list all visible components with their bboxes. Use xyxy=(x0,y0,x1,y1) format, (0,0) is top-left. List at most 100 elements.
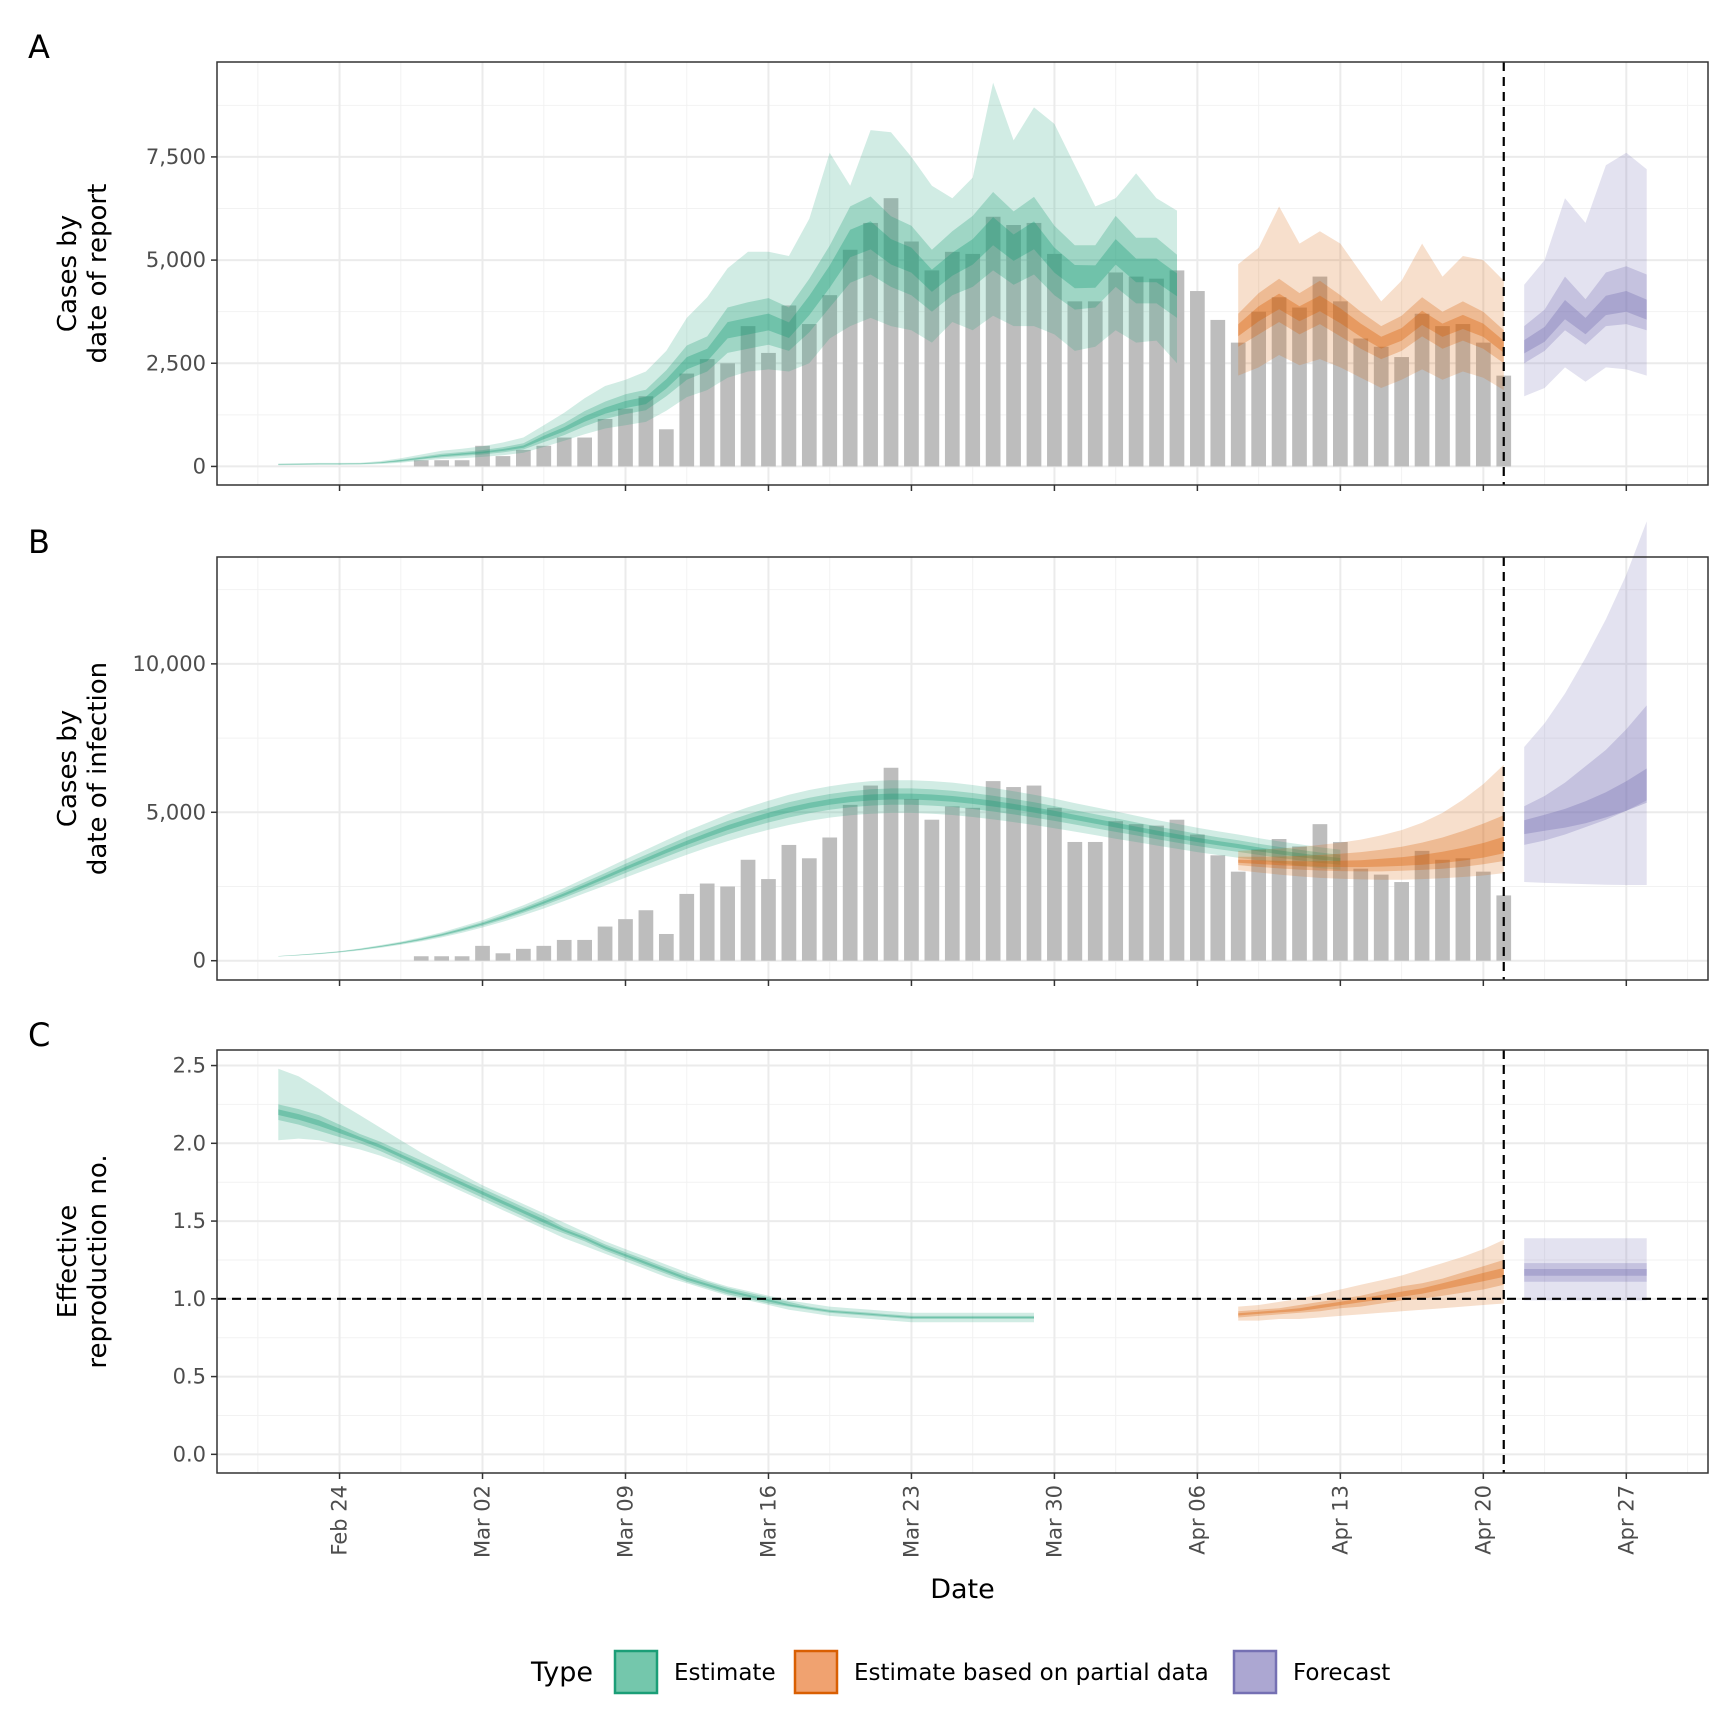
panel-a-bar xyxy=(1169,270,1185,467)
panel-b-bar xyxy=(1210,855,1226,961)
panel-b-bar xyxy=(924,819,940,961)
panel-a-bar xyxy=(1087,301,1103,467)
panel-b-bar xyxy=(1190,834,1205,961)
panel-b-bar xyxy=(781,844,797,961)
panel-c-partial-ribbon-50 xyxy=(1238,1259,1504,1318)
panel-b-bar xyxy=(1312,824,1328,961)
panel-b-bar xyxy=(801,858,817,961)
panel-a-bar xyxy=(761,352,776,467)
panel-a-bar xyxy=(1435,326,1450,467)
panel-b-bar xyxy=(740,859,756,961)
panel-b-bar xyxy=(516,948,531,961)
panel-a-letter: A xyxy=(28,28,50,66)
panel-b-bar xyxy=(883,767,899,961)
panel-b-bar xyxy=(1292,846,1307,961)
panel-b-bar xyxy=(1353,868,1369,961)
x-tick-label: Feb 24 xyxy=(328,1485,352,1556)
panel-b-bar xyxy=(413,956,429,961)
x-tick-label: Apr 06 xyxy=(1185,1485,1209,1555)
panel-a-bar xyxy=(720,363,735,467)
panel-b-bar xyxy=(863,785,878,961)
panel-b-forecast-ribbon-median xyxy=(1524,768,1647,835)
panel-b-bar xyxy=(1251,849,1267,961)
panel-b-bar xyxy=(761,879,776,961)
panel-a-bar xyxy=(1047,253,1062,467)
panel-a-ytick-label: 0 xyxy=(193,454,206,478)
panel-b-partial-ribbon-median xyxy=(1238,836,1504,868)
panel-a-bar xyxy=(658,429,674,467)
panel-b-bar xyxy=(720,886,735,961)
panel-a-bar xyxy=(1149,278,1164,467)
panel-a-bar xyxy=(924,270,940,467)
panel-a-bar xyxy=(1312,276,1328,467)
panel-b-bar xyxy=(1169,819,1185,961)
panel-c-ytick-label: 2.0 xyxy=(173,1131,206,1155)
panel-b-ylabel-line: date of infection xyxy=(83,662,113,875)
panel-a-bar xyxy=(1455,324,1471,467)
panel-a-bar xyxy=(699,359,715,467)
panel-a-bar xyxy=(740,326,756,467)
panel-a-bar xyxy=(597,418,613,467)
panel-b-bar xyxy=(1333,841,1348,961)
panel-b-ylabel-line: Cases by xyxy=(53,710,83,827)
panel-b-bar xyxy=(1496,895,1512,961)
panel-b-bar xyxy=(1108,821,1124,961)
panel-b-bar xyxy=(699,883,715,961)
panel-c-forecast-ribbon-90 xyxy=(1524,1238,1647,1301)
panel-a-bar xyxy=(1353,338,1369,467)
panel-a-bar xyxy=(638,396,654,467)
panel-a-forecast-ribbon-50 xyxy=(1524,266,1647,364)
panel-a-bar xyxy=(904,241,919,467)
panel-a-border xyxy=(216,61,1709,486)
panel-b-bar xyxy=(577,939,592,961)
panel-a-partial-ribbon-median xyxy=(1238,293,1504,353)
panel-b-bar xyxy=(658,933,674,961)
panel-a-bar xyxy=(1292,307,1307,467)
panel-a-bar xyxy=(1108,272,1124,467)
panel-b-bar xyxy=(1271,839,1287,961)
panel-b-bar xyxy=(1026,785,1042,961)
panel-a-bar xyxy=(516,449,531,467)
panel-b-bar xyxy=(638,910,654,961)
panel-b-bar xyxy=(822,837,838,961)
panel-b-bar xyxy=(454,956,470,961)
panel-a-bar xyxy=(1394,357,1409,467)
panel-c-ytick-label: 1.0 xyxy=(173,1287,206,1311)
panel-a-bar xyxy=(842,249,858,467)
panel-c-letter: C xyxy=(28,1016,50,1054)
panel-b-bar xyxy=(904,798,919,961)
panel-a-bar xyxy=(822,295,838,467)
panel-b-bar xyxy=(1455,858,1471,961)
panel-b-bar xyxy=(1149,825,1164,961)
panel-c-background xyxy=(217,1050,1708,1473)
panel-a-bar xyxy=(1475,342,1491,467)
panel-a-bar xyxy=(965,253,981,467)
x-tick-label: Mar 23 xyxy=(899,1485,923,1558)
panel-a-bar xyxy=(944,251,960,467)
panel-b-bar xyxy=(1373,874,1389,961)
panel-a-bar xyxy=(679,373,695,467)
panel-b-bar xyxy=(1006,787,1021,961)
panel-a-estimate-ribbon-50 xyxy=(278,192,1177,465)
panel-b-bar xyxy=(1435,859,1450,961)
panel-a-bar xyxy=(1128,276,1144,467)
panel-b-bar xyxy=(475,945,490,961)
panel-a-bar xyxy=(1230,342,1246,467)
panel-b-bar xyxy=(1475,871,1491,961)
x-axis-title: Date xyxy=(930,1574,995,1605)
panel-c-ytick-label: 2.5 xyxy=(173,1054,206,1078)
panel-b-bar xyxy=(597,926,613,961)
panel-b-ytick-label: 5,000 xyxy=(146,800,206,824)
legend-key-0 xyxy=(613,1649,659,1695)
panel-a-bar xyxy=(577,437,592,467)
panel-b-bar xyxy=(1394,882,1409,961)
panel-b-ytick-label: 0 xyxy=(193,949,206,973)
panel-a-bar xyxy=(495,456,511,467)
panel-c-partial-ribbon-90 xyxy=(1238,1239,1504,1321)
panel-a-bar xyxy=(1414,313,1430,467)
panel-c-border xyxy=(216,1049,1709,1474)
panel-a-bar xyxy=(1373,346,1389,467)
panel-a-bar xyxy=(618,408,633,467)
legend-label: Estimate xyxy=(674,1660,776,1686)
